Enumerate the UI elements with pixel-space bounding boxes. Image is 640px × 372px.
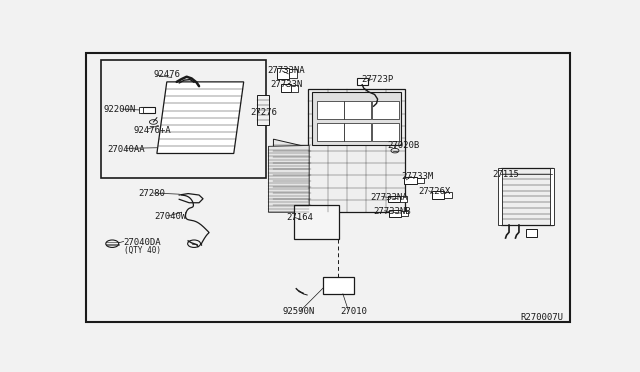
Bar — [344, 124, 371, 141]
Bar — [417, 178, 424, 183]
Bar — [372, 100, 399, 119]
Bar — [294, 205, 339, 240]
Bar — [404, 177, 417, 183]
Text: 27164: 27164 — [286, 214, 313, 222]
Bar — [388, 196, 400, 202]
Bar — [444, 192, 452, 198]
Bar — [356, 78, 368, 85]
Bar — [527, 230, 538, 237]
Text: 27733NB: 27733NB — [373, 207, 411, 216]
Bar — [498, 168, 502, 225]
Text: 27733N: 27733N — [271, 80, 303, 89]
Text: 27040AA: 27040AA — [108, 145, 145, 154]
Bar — [101, 60, 266, 178]
Bar — [308, 89, 405, 212]
Bar — [317, 124, 344, 141]
Bar — [372, 124, 399, 141]
Text: 27280: 27280 — [138, 189, 165, 198]
Bar — [401, 211, 408, 216]
Bar — [317, 100, 344, 119]
Text: 27726X: 27726X — [419, 187, 451, 196]
Text: 27733NA: 27733NA — [371, 193, 408, 202]
Text: 27723P: 27723P — [362, 74, 394, 83]
Bar — [141, 106, 156, 113]
Text: 92476+A: 92476+A — [134, 126, 171, 135]
Bar — [500, 168, 553, 225]
Bar — [257, 95, 269, 125]
Bar — [138, 108, 143, 112]
Bar — [323, 277, 354, 294]
Text: 92476: 92476 — [154, 70, 180, 79]
Bar — [432, 191, 444, 199]
Text: 92200N: 92200N — [104, 105, 136, 113]
Text: R270007U: R270007U — [520, 313, 564, 322]
Text: 27115: 27115 — [493, 170, 520, 179]
Bar — [400, 196, 407, 202]
Bar — [289, 69, 297, 78]
Bar — [344, 100, 371, 119]
Bar — [281, 84, 291, 93]
Text: 27040DA: 27040DA — [124, 238, 161, 247]
Bar — [550, 168, 554, 225]
Bar — [388, 210, 401, 217]
Text: (QTY 40): (QTY 40) — [124, 246, 161, 255]
Text: 27040W: 27040W — [154, 212, 187, 221]
Bar — [312, 92, 401, 145]
Text: 27020B: 27020B — [388, 141, 420, 150]
Polygon shape — [269, 145, 309, 212]
Polygon shape — [273, 139, 310, 211]
Text: 27733NA: 27733NA — [268, 67, 305, 76]
Text: 27733M: 27733M — [401, 173, 434, 182]
Text: 27010: 27010 — [340, 307, 367, 315]
Text: 27276: 27276 — [250, 108, 277, 117]
Bar — [291, 85, 298, 92]
Bar — [277, 68, 289, 79]
Text: 92590N: 92590N — [282, 307, 315, 315]
Polygon shape — [157, 82, 244, 154]
